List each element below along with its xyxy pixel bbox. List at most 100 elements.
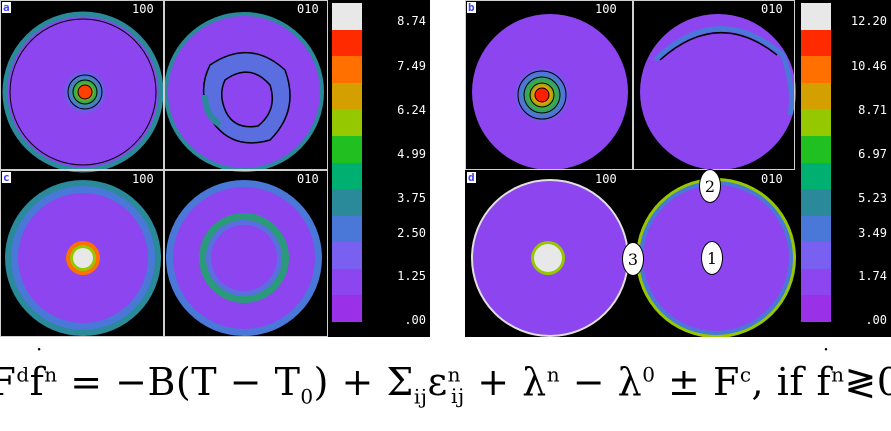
panel-label-d: d xyxy=(467,171,476,184)
eq-part: f xyxy=(29,359,45,404)
scale-tick: .00 xyxy=(865,313,887,327)
scale-tick: 7.49 xyxy=(397,59,426,73)
cell-a-100 xyxy=(0,0,164,170)
equation-area: Fdf ˙ n = −B(T − T0) + Σijεnij + λn − λ0 ±… xyxy=(0,337,891,431)
eq-part: ≷0 xyxy=(844,359,891,404)
scale-tick: 1.74 xyxy=(858,269,887,283)
colorbar-segment xyxy=(332,3,362,31)
cell-b-100 xyxy=(465,0,633,170)
panel-label-c: c xyxy=(2,171,11,184)
eq-part: f xyxy=(816,359,832,404)
cell-b-010 xyxy=(633,0,795,170)
left-pole-figures xyxy=(2,11,324,336)
colorbar-segment xyxy=(801,295,831,323)
direction-label: 010 xyxy=(761,172,783,186)
eq-part: ij xyxy=(413,384,428,409)
scale-tick: 8.74 xyxy=(397,14,426,28)
pole-figure-c-010 xyxy=(166,180,322,336)
cell-c-010 xyxy=(164,170,328,337)
colorbar-segment xyxy=(332,29,362,57)
eq-part: ε xyxy=(427,359,448,404)
scale-tick: 5.23 xyxy=(858,191,887,205)
eq-part: F xyxy=(0,359,17,404)
colorbar-segment xyxy=(332,189,362,217)
scale-tick: 6.24 xyxy=(397,103,426,117)
colorbar-segment xyxy=(801,242,831,270)
dot-accent: ˙ xyxy=(820,345,833,371)
pole-figure-a-100 xyxy=(2,11,164,173)
colorbar-segment xyxy=(801,268,831,296)
pole-figure-b-100 xyxy=(472,14,628,170)
colorbar-segment xyxy=(332,268,362,296)
direction-label: 010 xyxy=(297,172,319,186)
scale-tick: 6.97 xyxy=(858,147,887,161)
colorbar-segment xyxy=(801,56,831,84)
eq-part: f ˙ xyxy=(816,346,832,404)
eq-part: ) + Σ xyxy=(313,359,414,404)
colorbar-segment xyxy=(801,135,831,163)
right-figure-panel: b 100 010 d 100 010 2 3 1 12.20 10.46 8.… xyxy=(465,0,891,337)
colorbar-segment xyxy=(801,189,831,217)
scale-tick: 8.71 xyxy=(858,103,887,117)
colorbar-segment xyxy=(332,82,362,110)
colorbar-segment xyxy=(801,215,831,243)
marker-3: 3 xyxy=(622,242,644,276)
eq-part: n xyxy=(546,362,561,387)
direction-label: 100 xyxy=(132,172,154,186)
direction-label: 100 xyxy=(595,2,617,16)
pole-figure-d-100 xyxy=(471,179,629,337)
direction-label: 100 xyxy=(595,172,617,186)
colorbar-segment xyxy=(332,162,362,190)
colorbar-segment xyxy=(332,109,362,137)
scale-tick: .00 xyxy=(404,313,426,327)
marker-1: 1 xyxy=(701,241,723,275)
scale-tick: 12.20 xyxy=(850,14,887,28)
equation: Fdf ˙ n = −B(T − T0) + Σijεnij + λn − λ0 ±… xyxy=(0,346,891,409)
eq-part: , if xyxy=(751,359,817,404)
direction-label: 010 xyxy=(297,2,319,16)
scale-tick: 3.49 xyxy=(858,226,887,240)
colorbar-segment xyxy=(801,162,831,190)
color-scale-bar-right xyxy=(801,3,831,323)
marker-2: 2 xyxy=(699,169,721,203)
colorbar-segment xyxy=(332,135,362,163)
eq-part: n xyxy=(447,362,462,387)
eq-part: − λ xyxy=(560,359,643,404)
colorbar-segment xyxy=(332,242,362,270)
eq-part: 0 xyxy=(300,384,314,409)
panel-label-b: b xyxy=(467,1,476,14)
eq-part: = −B(T − T xyxy=(57,359,301,404)
eq-part: ij xyxy=(451,384,465,409)
colorbar-segment xyxy=(801,3,831,31)
direction-label: 100 xyxy=(132,2,154,16)
cell-a-010 xyxy=(164,0,328,170)
scale-tick: 3.75 xyxy=(397,191,426,205)
dot-accent: ˙ xyxy=(33,345,46,371)
left-figure-panel: a 100 010 c 100 010 8.74 7.49 6.24 4.99 … xyxy=(0,0,430,337)
scale-tick: 4.99 xyxy=(397,147,426,161)
colorbar-segment xyxy=(801,29,831,57)
pole-figure-c-100 xyxy=(5,180,161,336)
eq-part: d xyxy=(16,362,30,387)
colorbar-segment xyxy=(332,56,362,84)
eq-part: + λ xyxy=(464,359,547,404)
colorbar-segment xyxy=(332,295,362,323)
cell-c-100 xyxy=(0,170,164,337)
scale-tick: 2.50 xyxy=(397,226,426,240)
eq-part: f ˙ xyxy=(29,346,45,404)
colorbar-segment xyxy=(332,215,362,243)
color-scale-bar-left xyxy=(332,3,362,323)
panel-label-a: a xyxy=(2,1,11,14)
colorbar-segment xyxy=(801,82,831,110)
pole-figure-b-010 xyxy=(640,14,796,170)
scale-tick: 10.46 xyxy=(850,59,887,73)
direction-label: 010 xyxy=(761,2,783,16)
eq-part: 0 xyxy=(642,362,656,387)
eq-part: n xyxy=(831,362,845,387)
scale-tick: 1.25 xyxy=(397,269,426,283)
pole-figure-a-010 xyxy=(164,12,324,172)
eq-part: ± F xyxy=(655,359,740,404)
eq-part: c xyxy=(739,362,752,387)
colorbar-segment xyxy=(801,109,831,137)
eq-part: n xyxy=(44,362,58,387)
